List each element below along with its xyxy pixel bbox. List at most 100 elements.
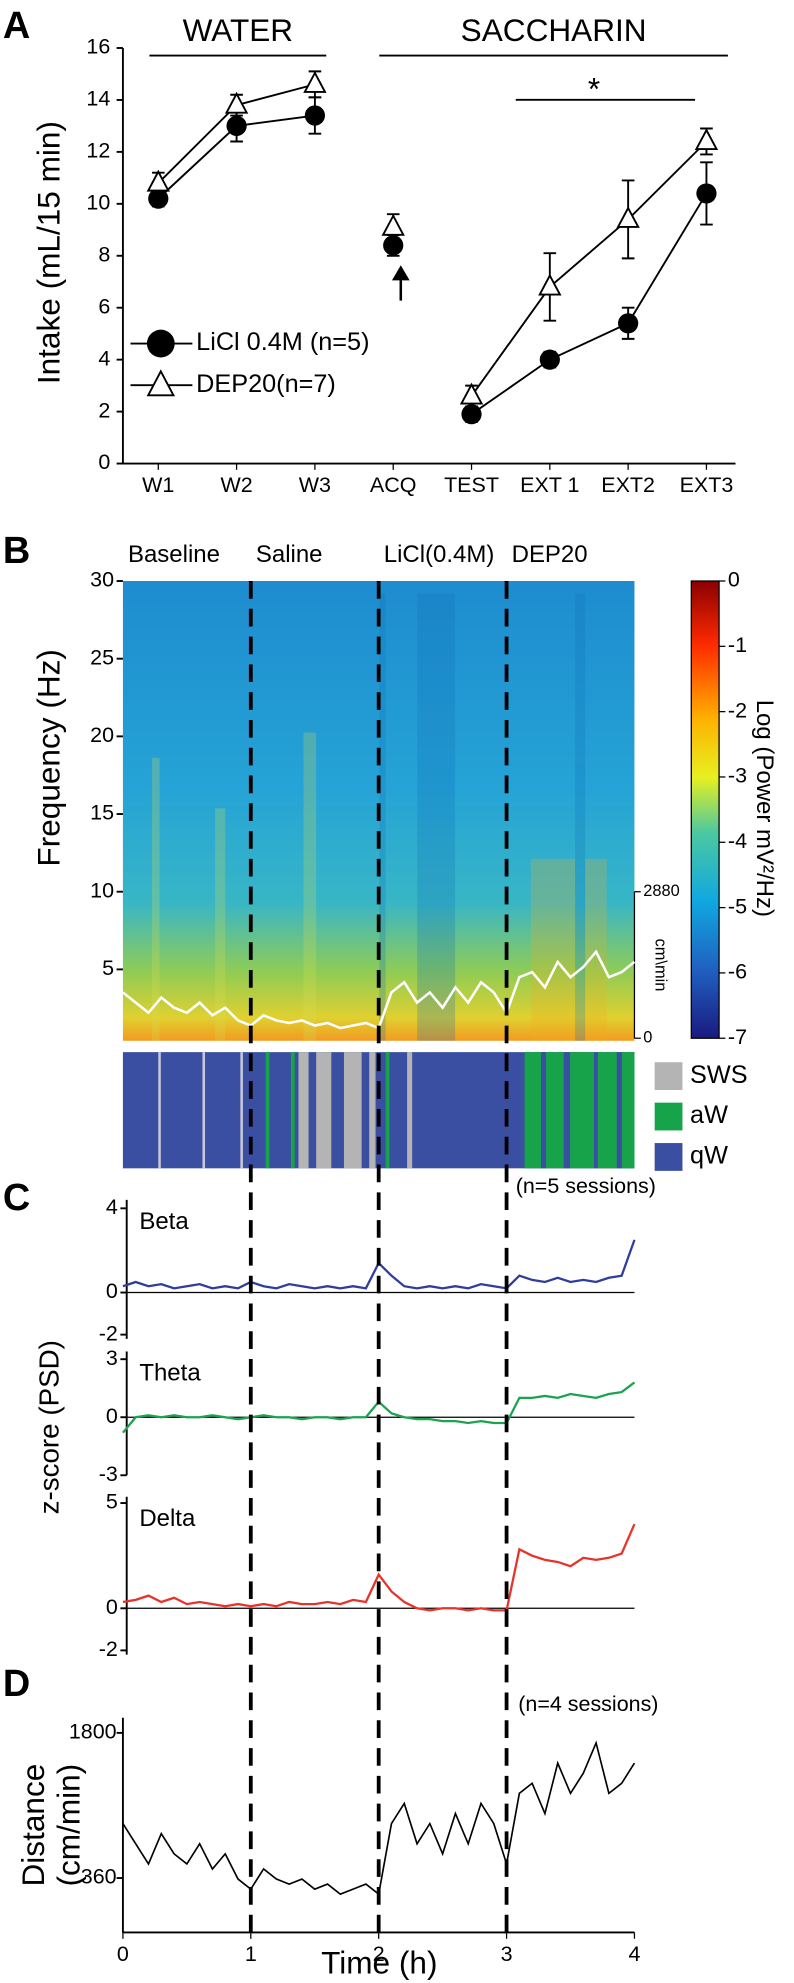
- colorbar-tick-label: -6: [728, 960, 747, 984]
- state-label: SWS: [690, 1061, 748, 1089]
- band-label: Theta: [139, 1360, 201, 1387]
- y-tick-label: -2: [99, 1637, 118, 1661]
- y-tick-label: 4: [106, 1195, 118, 1219]
- y-tick-label: 12: [86, 139, 110, 163]
- arrow: [391, 265, 410, 301]
- x-tick-label: ACQ: [370, 473, 417, 497]
- y-tick-label: 5: [102, 956, 114, 980]
- colorbar-tick-label: -1: [728, 633, 747, 657]
- band-label: Delta: [139, 1505, 196, 1532]
- marker: [539, 349, 560, 370]
- marker: [459, 382, 484, 405]
- y-tick-label: 2: [98, 398, 110, 422]
- y-tick-label: 4: [98, 346, 110, 370]
- epoch-label: DEP20: [512, 541, 588, 568]
- y-axis-label: Frequency (Hz): [30, 649, 66, 866]
- y-tick-label: 0: [98, 450, 110, 474]
- y-tick-label: 8: [98, 242, 110, 266]
- y-tick-label: -2: [99, 1321, 118, 1345]
- state-swatch: [654, 1062, 683, 1091]
- x-tick-label: EXT 1: [520, 473, 579, 497]
- y-tick-label: 10: [86, 190, 110, 214]
- band-label: Beta: [139, 1208, 189, 1235]
- y-tick-label: 0: [106, 1595, 118, 1619]
- marker: [146, 169, 170, 192]
- marker: [696, 183, 717, 204]
- marker: [303, 70, 327, 93]
- y-tick-label: 360: [81, 1865, 117, 1889]
- y-tick-label: 5: [106, 1490, 118, 1514]
- y2-tick-label: 2880: [643, 882, 680, 900]
- series-line: [122, 1740, 636, 1896]
- epoch-label: Baseline: [128, 541, 220, 568]
- series-line: [470, 192, 708, 415]
- x-tick-label: W3: [299, 473, 331, 497]
- y-tick-label: 30: [90, 568, 114, 592]
- y-tick-label: 25: [90, 645, 114, 669]
- marker: [381, 213, 405, 236]
- legend-label: LiCl 0.4M (n=5): [196, 328, 369, 356]
- x-tick-label: 2: [373, 1942, 385, 1966]
- note: (n=4 sessions): [518, 1692, 658, 1716]
- y-tick-label: 0: [106, 1279, 118, 1303]
- y-tick-label: 3: [106, 1346, 118, 1370]
- x-tick-label: 3: [501, 1942, 513, 1966]
- x-tick-label: W2: [220, 473, 252, 497]
- epoch-label: Saline: [256, 541, 323, 568]
- series-line: [122, 1523, 636, 1612]
- group-label: WATER: [183, 12, 293, 48]
- x-tick-label: W1: [142, 473, 174, 497]
- y-tick-label: 0: [106, 1404, 118, 1428]
- epoch-label: LiCl(0.4M): [384, 541, 495, 568]
- y-tick-label: 1800: [69, 1720, 117, 1744]
- y-axis-label: (cm/min): [50, 1764, 86, 1887]
- marker: [226, 115, 247, 137]
- marker: [461, 404, 482, 425]
- panel-letter: C: [3, 1177, 30, 1219]
- marker: [694, 128, 719, 151]
- group-label: SACCHARIN: [461, 12, 647, 48]
- y-tick-label: 14: [86, 87, 110, 111]
- x-tick-label: TEST: [444, 473, 499, 497]
- state-label: aW: [690, 1101, 728, 1129]
- spectrogram-texture: [151, 593, 607, 1041]
- colorbar: [690, 580, 720, 1039]
- colorbar-tick-label: -3: [728, 764, 747, 788]
- y-axis-label: Distance: [15, 1764, 51, 1887]
- colorbar-tick-label: 0: [728, 568, 740, 592]
- colorbar-tick-label: -2: [728, 698, 747, 722]
- y-tick-label: -3: [99, 1462, 118, 1486]
- series-line: [470, 140, 708, 397]
- colorbar-tick-label: -5: [728, 894, 747, 918]
- legend-marker: [146, 369, 176, 397]
- panel-letter: D: [3, 1663, 30, 1705]
- y-axis-label: z-score (PSD): [33, 1340, 64, 1514]
- panel-letter: B: [3, 530, 30, 572]
- marker: [224, 91, 249, 114]
- y2-tick-label: 0: [643, 1029, 652, 1047]
- state-label: qW: [690, 1142, 728, 1170]
- legend-label: DEP20(n=7): [196, 370, 336, 398]
- y-tick-label: 20: [90, 723, 114, 747]
- x-axis-label: Time (h): [321, 1945, 437, 1981]
- y2-axis-label: cm\min: [651, 939, 669, 992]
- y-tick-label: 15: [90, 801, 114, 825]
- colorbar-tick-label: -7: [728, 1025, 747, 1049]
- marker: [304, 105, 326, 126]
- y-tick-label: 16: [86, 35, 110, 59]
- x-tick-label: 4: [628, 1942, 640, 1966]
- x-tick-label: EXT3: [680, 473, 734, 497]
- colorbar-tick-label: -4: [728, 829, 747, 853]
- x-tick-label: EXT2: [601, 473, 655, 497]
- colorbar-label: Log (Power mV²/Hz): [751, 700, 778, 917]
- legend-marker: [146, 329, 175, 358]
- y-axis-label: Intake (mL/15 min): [30, 121, 66, 384]
- y-tick-label: 10: [90, 878, 114, 902]
- state-swatch: [654, 1143, 683, 1171]
- x-tick-label: 1: [245, 1942, 257, 1966]
- y-tick-label: 6: [98, 294, 110, 318]
- note: (n=5 sessions): [516, 1174, 656, 1198]
- significance-label: *: [588, 70, 600, 106]
